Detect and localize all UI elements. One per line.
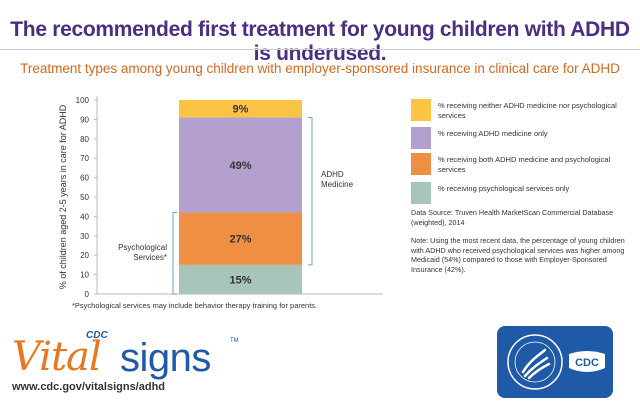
legend-item: % receiving neither ADHD medicine nor ps… xyxy=(411,99,636,133)
chart-title: The recommended first treatment for youn… xyxy=(10,18,630,65)
legend-item: % receiving psychological services only xyxy=(411,182,636,216)
y-tick-label: 30 xyxy=(80,232,89,241)
legend-label: % receiving both ADHD medicine and psych… xyxy=(438,155,611,174)
adhd-medicine-annotation: Medicine xyxy=(321,180,354,189)
legend-swatch xyxy=(411,127,431,149)
bar-data-label: 9% xyxy=(233,104,249,116)
y-tick-label: 90 xyxy=(80,115,89,124)
y-tick-label: 100 xyxy=(76,96,90,105)
y-tick-label: 40 xyxy=(80,212,89,221)
y-axis-label: % of children aged 2-5 years in care for… xyxy=(58,104,68,289)
psych-services-annotation: Psychological xyxy=(118,243,167,252)
adhd-medicine-bracket xyxy=(308,116,313,266)
vitalsigns-logo: Vital CDC signs TM xyxy=(12,330,242,380)
cdc-badge-text: CDC xyxy=(575,357,599,369)
data-source-text: Data Source: Truven Health MarketScan Co… xyxy=(411,208,614,227)
y-tick-label: 0 xyxy=(85,290,90,299)
logo-signs: signs xyxy=(120,336,211,380)
psych-services-bracket xyxy=(172,212,177,295)
chart-subtitle: Treatment types among young children wit… xyxy=(20,61,620,76)
vitalsigns-url[interactable]: www.cdc.gov/vitalsigns/adhd xyxy=(12,381,166,393)
y-tick-label: 20 xyxy=(80,251,89,260)
hhs-cdc-logo: CDC xyxy=(497,326,613,398)
note-text: Note: Using the most recent data, the pe… xyxy=(411,236,625,274)
legend-label: % receiving neither ADHD medicine nor ps… xyxy=(438,101,617,120)
legend-swatch xyxy=(411,153,431,175)
legend-swatch xyxy=(411,182,431,204)
legend-item: % receiving ADHD medicine only xyxy=(411,127,636,161)
legend-label: % receiving psychological services only xyxy=(438,184,570,193)
psych-services-annotation: Services* xyxy=(133,253,167,262)
bar-data-label: 15% xyxy=(229,274,251,286)
bar-data-label: 49% xyxy=(229,160,251,172)
y-tick-label: 10 xyxy=(80,271,89,280)
bar-data-label: 27% xyxy=(229,234,251,246)
hhs-seal-icon xyxy=(507,334,563,390)
title-divider xyxy=(0,49,640,50)
cdc-badge-icon: CDC xyxy=(569,351,605,372)
adhd-medicine-annotation: ADHD xyxy=(321,170,344,179)
logo-vital: Vital xyxy=(12,334,102,380)
footnote: *Psychological services may include beha… xyxy=(72,301,318,310)
legend-swatch xyxy=(411,99,431,121)
legend-label: % receiving ADHD medicine only xyxy=(438,129,548,138)
logo-cdc: CDC xyxy=(86,330,108,341)
y-tick-label: 70 xyxy=(80,154,89,163)
logo-tm: TM xyxy=(230,338,239,344)
y-tick-label: 80 xyxy=(80,135,89,144)
bar-segment xyxy=(179,100,302,118)
legend-item: % receiving both ADHD medicine and psych… xyxy=(411,153,636,187)
bar-segment xyxy=(179,264,302,294)
y-tick-label: 50 xyxy=(80,193,89,202)
y-tick-label: 60 xyxy=(80,174,89,183)
bar-segment xyxy=(179,117,302,213)
bar-segment xyxy=(179,212,302,265)
